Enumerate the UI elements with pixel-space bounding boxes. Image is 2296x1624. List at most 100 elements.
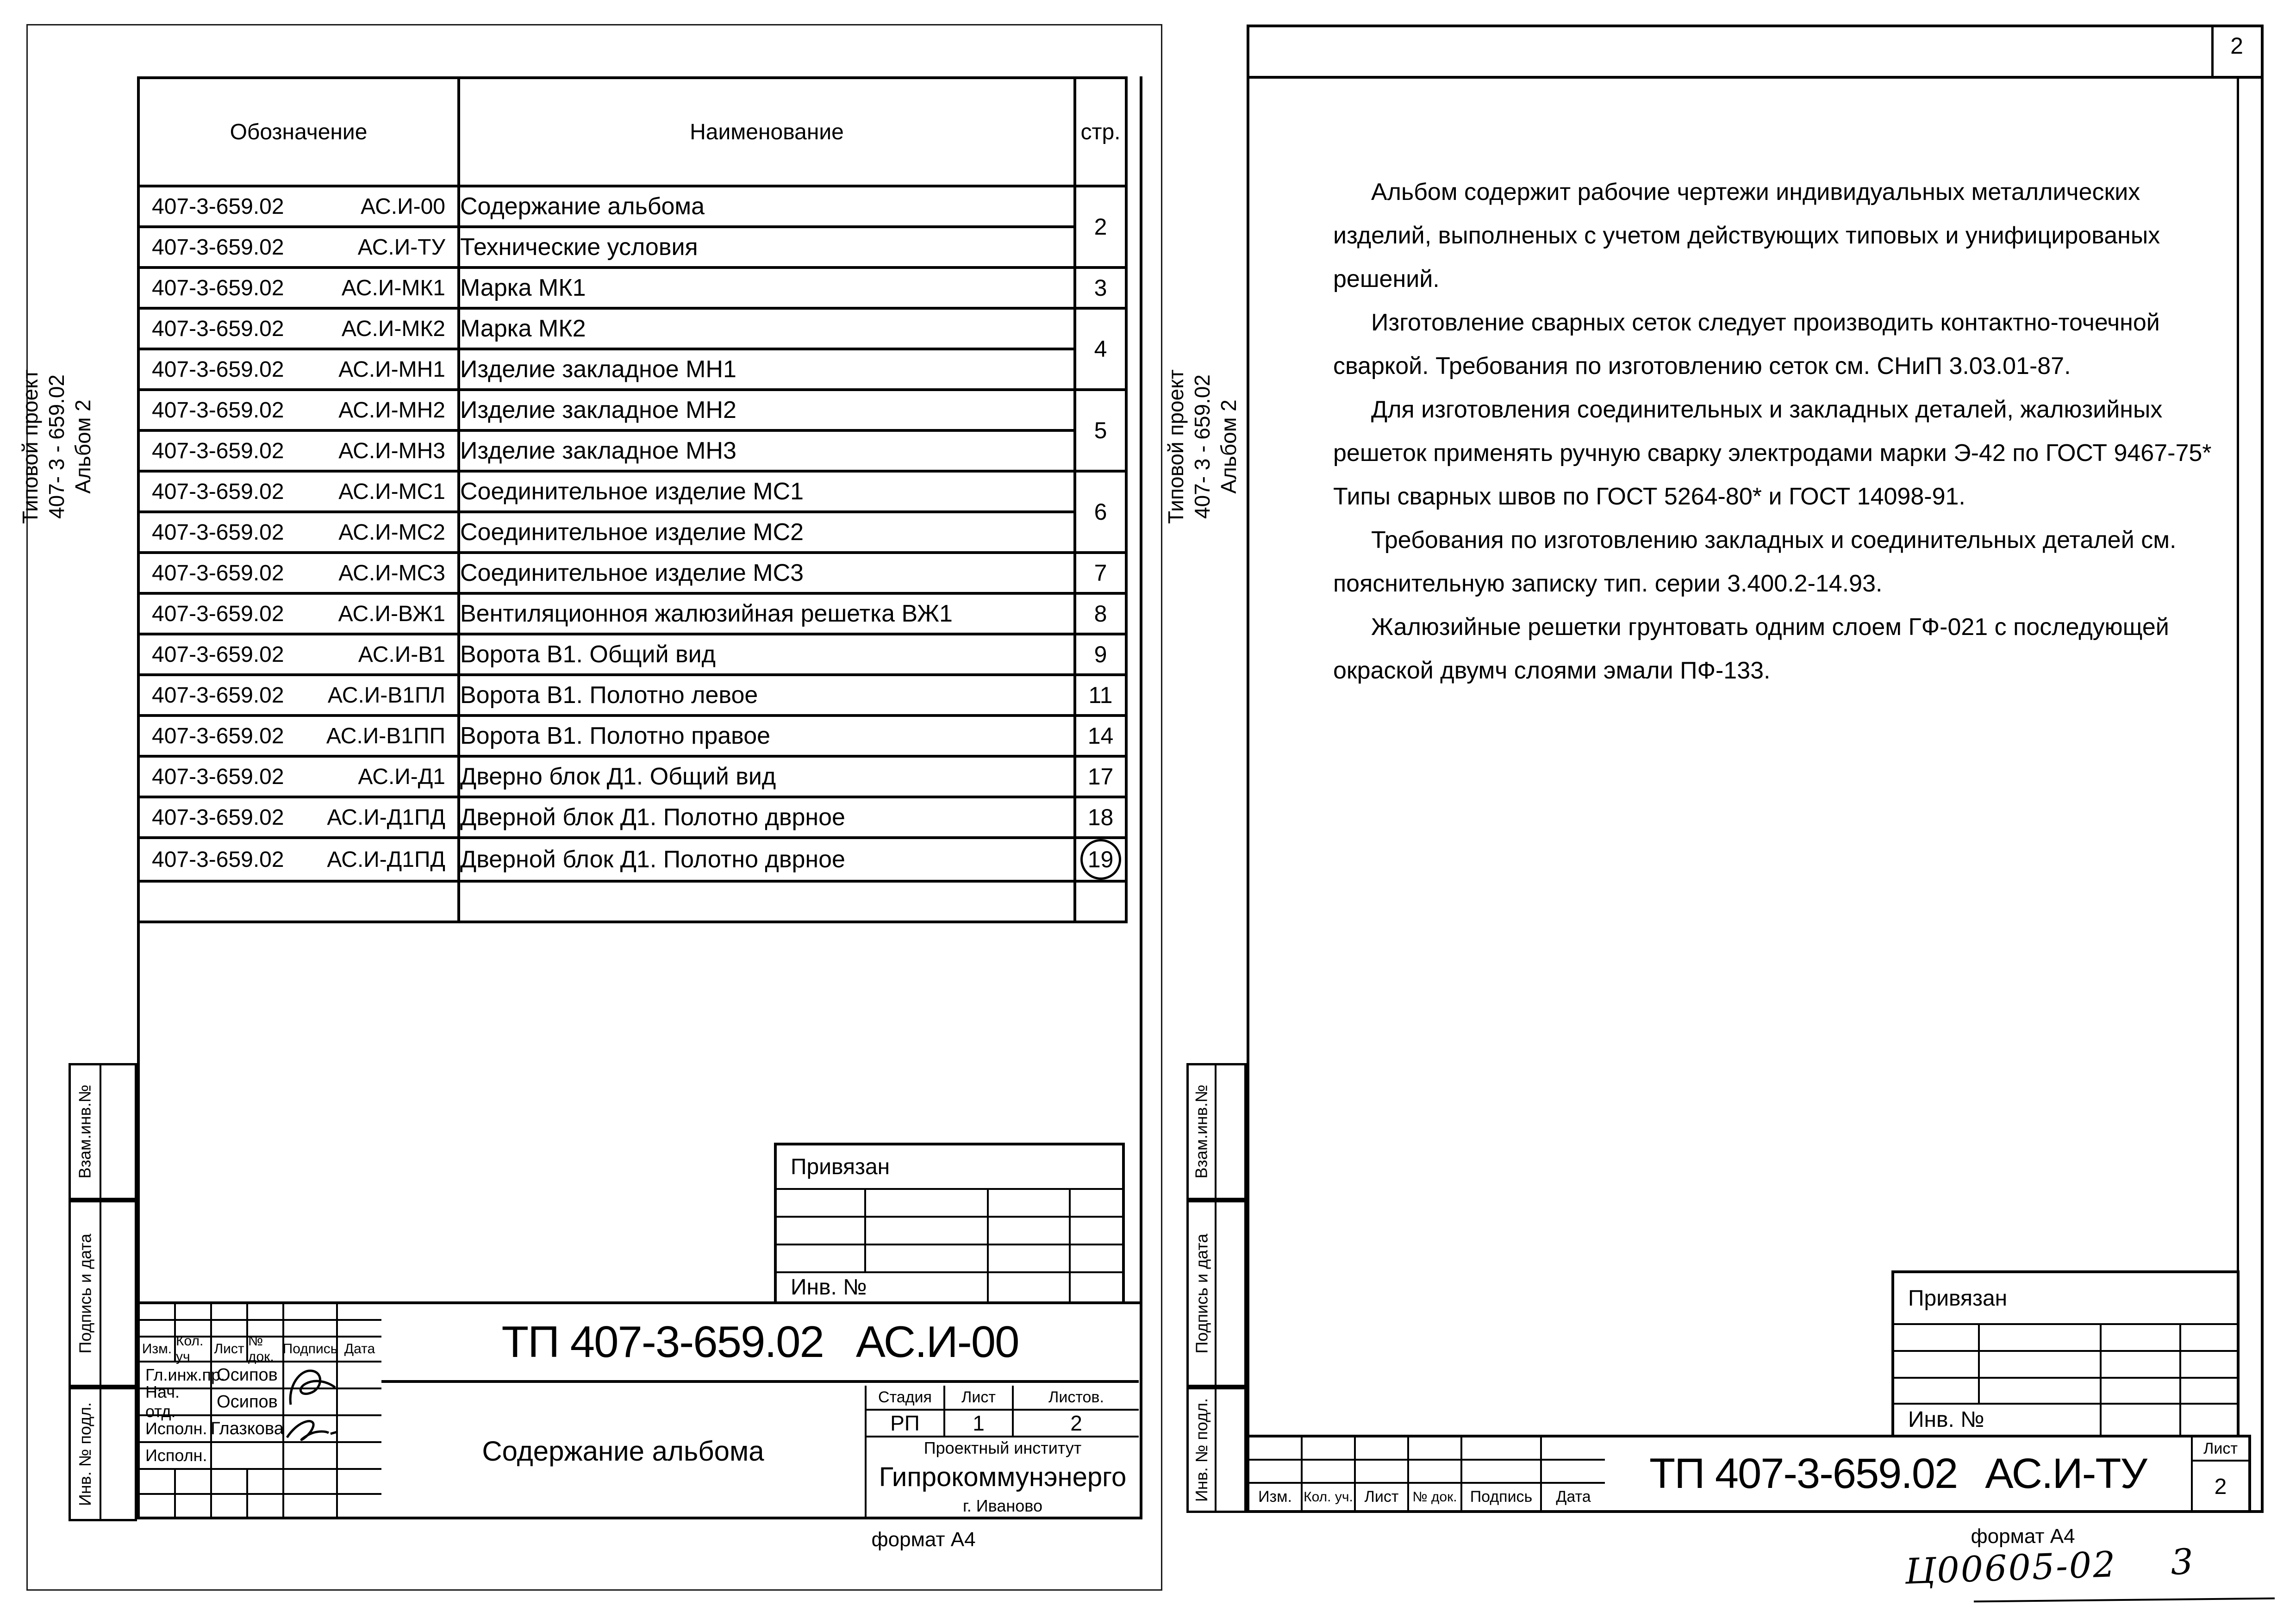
sheet-label: Лист	[2193, 1437, 2248, 1462]
doc-series: 407-3-659.02	[152, 235, 284, 260]
margin-box-podpis: Подпись и дата	[69, 1200, 137, 1387]
sheets-label: Листов.	[1014, 1386, 1139, 1411]
paragraph: Альбом содержит рабочие чертежи индивиду…	[1333, 179, 2160, 292]
format-note-right: формат А4	[1971, 1525, 2075, 1548]
doc-code: АС.И-В1	[358, 642, 445, 667]
empty-cell	[248, 1495, 284, 1517]
contents-table: Обозначение Наименование стр. 407-3-659.…	[137, 76, 1128, 923]
doc-code: АС.И-ТУ	[357, 235, 445, 260]
page-cell: 5	[1073, 388, 1128, 473]
role-name: Осипов	[212, 1389, 284, 1416]
empty-cell	[989, 1190, 1071, 1218]
doc-number-series: ТП 407-3-659.02	[1649, 1450, 1958, 1497]
doc-series: 407-3-659.02	[152, 479, 284, 504]
empty-cell	[176, 1470, 212, 1495]
stamp-left-grid: Изм. Кол. уч Лист № док. Подпись Дата Гл…	[140, 1304, 381, 1517]
name-cell: Соединительное изделие МС3	[457, 551, 1076, 595]
table-row: 407-3-659.02 АС.И-МН3 Изделие закладное …	[137, 429, 1126, 473]
page-cell: 3	[1073, 266, 1128, 310]
table-row	[137, 880, 1128, 923]
table-row: 407-3-659.02 АС.И-В1 Ворота В1. Общий ви…	[137, 633, 1128, 676]
name-cell: Вентиляционноя жалюзийная решетка ВЖ1	[457, 592, 1076, 635]
empty-cell	[866, 1190, 989, 1218]
page-number: 6	[1094, 499, 1107, 525]
contents-header-row: Обозначение Наименование стр.	[137, 76, 1128, 187]
empty-cell	[2181, 1405, 2237, 1435]
empty-cell	[338, 1470, 381, 1495]
stamp-header-izm: Изм.	[140, 1338, 176, 1363]
contents-body: 407-3-659.02 АС.И-00 Содержание альбома …	[137, 185, 1128, 923]
sheet-label: Лист	[945, 1386, 1014, 1411]
doc-code: АС.И-МН2	[338, 398, 445, 423]
doc-series: 407-3-659.02	[152, 723, 284, 748]
doc-series: 407-3-659.02	[152, 316, 284, 341]
doc-series: 407-3-659.02	[152, 194, 284, 219]
empty-cell	[284, 1321, 338, 1338]
stamp-header-izm: Изм.	[1249, 1484, 1303, 1510]
empty-cell	[1217, 1389, 1244, 1511]
empty-cell	[1356, 1461, 1409, 1484]
handwritten-number: Ц00605-02	[1904, 1543, 2117, 1592]
page-number: 14	[1087, 723, 1114, 749]
empty-cell	[1409, 1461, 1462, 1484]
page-cell: 19	[1073, 836, 1128, 883]
page-number: 19	[1080, 840, 1121, 878]
empty-cell	[338, 1321, 381, 1338]
table-row: 407-3-659.02 АС.И-В1ПЛ Ворота В1. Полотн…	[137, 673, 1128, 717]
table-row: 407-3-659.02 АС.И-МС2 Соединительное изд…	[137, 510, 1126, 554]
designation-cell: 407-3-659.02 АС.И-МН1	[137, 348, 460, 391]
binding-title: Привязан	[1894, 1273, 2237, 1325]
organization-cell: Проектный институт Гипрокоммунэнерго г. …	[867, 1437, 1139, 1517]
table-row: 407-3-659.02 АС.И-МН2 Изделие закладное …	[137, 388, 1128, 473]
designation-cell: 407-3-659.02 АС.И-МК2	[137, 307, 460, 350]
binding-block: Привязан Инв. №	[774, 1143, 1125, 1304]
table-row: 407-3-659.02 АС.И-МС1 Соединительное изд…	[137, 470, 1128, 554]
page-cell: 8	[1073, 592, 1128, 635]
doc-number-code: АС.И-00	[855, 1317, 1020, 1367]
doc-series: 407-3-659.02	[152, 764, 284, 789]
side-label-line2: 407- 3 - 659.02	[1190, 374, 1214, 519]
org-name: Гипрокоммунэнерго	[879, 1462, 1127, 1492]
name-cell: Марка МК2	[457, 307, 1076, 350]
stamp-header-podpis: Подпись	[1462, 1484, 1542, 1510]
sheet-box: Лист 2	[2193, 1437, 2248, 1510]
designation-cell: 407-3-659.02 АС.И-В1	[137, 633, 460, 676]
table-row: 407-3-659.02 АС.И-МК1 Марка МК1 3	[137, 266, 1128, 310]
technical-conditions-text: Альбом содержит рабочие чертежи индивиду…	[1333, 170, 2231, 692]
empty-cell	[1894, 1379, 1980, 1405]
binding-title: Привязан	[777, 1145, 1122, 1190]
page-number: 17	[1087, 764, 1114, 790]
doc-series: 407-3-659.02	[152, 398, 284, 423]
margin-label-inv: Инв. № подл.	[75, 1402, 94, 1506]
signature-cell	[284, 1389, 338, 1416]
margin-label-vzam: Взам.инв.№	[75, 1084, 94, 1179]
designation-cell: 407-3-659.02 АС.И-МС3	[137, 551, 460, 595]
margin-box-inv: Инв. № подл.	[1186, 1387, 1247, 1513]
designation-cell	[137, 880, 460, 923]
date-cell	[338, 1443, 381, 1470]
designation-cell: 407-3-659.02 АС.И-В1ПЛ	[137, 673, 460, 717]
designation-cell: 407-3-659.02 АС.И-ВЖ1	[137, 592, 460, 635]
role-label: Нач. отд.	[140, 1382, 212, 1421]
date-cell	[338, 1389, 381, 1416]
margin-box-vzam: Взам.инв.№	[69, 1063, 137, 1200]
empty-cell	[101, 1389, 135, 1519]
empty-cell	[1303, 1437, 1356, 1461]
col-header-designation: Обозначение	[137, 76, 460, 187]
table-row: 407-3-659.02 АС.И-В1ПП Ворота В1. Полотн…	[137, 714, 1128, 758]
designation-cell: 407-3-659.02 АС.И-МС1	[137, 470, 460, 513]
stamp-header-list: Лист	[212, 1338, 248, 1363]
name-cell	[457, 880, 1076, 923]
margin-label-vzam: Взам.инв.№	[1192, 1084, 1211, 1179]
page-cell: 6	[1073, 470, 1128, 554]
role-label: Исполн.	[140, 1416, 212, 1443]
doc-code: АС.И-МС2	[338, 520, 445, 545]
empty-cell	[1217, 1065, 1244, 1198]
empty-cell	[1303, 1461, 1356, 1484]
stamp-header-data: Дата	[338, 1338, 381, 1363]
empty-cell	[248, 1321, 284, 1338]
page-cell: 4	[1073, 307, 1128, 391]
name-cell: Изделие закладное МН3	[457, 429, 1076, 473]
empty-cell	[2102, 1325, 2181, 1352]
